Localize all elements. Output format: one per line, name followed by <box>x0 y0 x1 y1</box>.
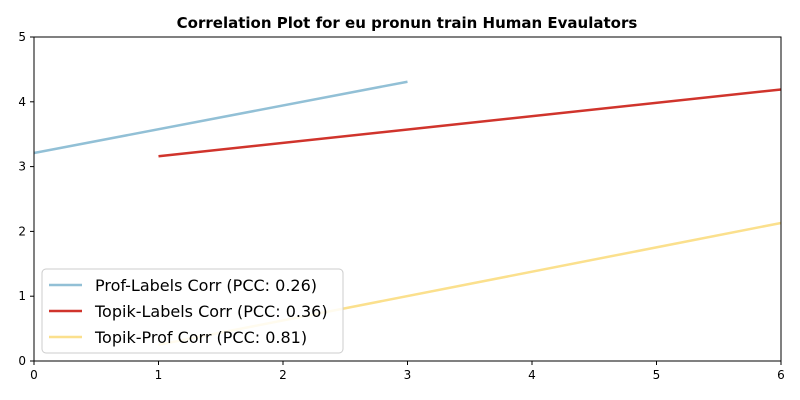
y-axis: 0 1 2 3 4 5 <box>18 30 34 368</box>
x-tick-label: 5 <box>653 368 661 382</box>
legend: Prof-Labels Corr (PCC: 0.26) Topik-Labels… <box>41 268 344 354</box>
x-tick-label: 2 <box>279 368 287 382</box>
x-tick-label: 4 <box>528 368 536 382</box>
y-tick-label: 3 <box>18 160 26 174</box>
x-tick-label: 3 <box>404 368 412 382</box>
y-tick-label: 5 <box>18 30 26 44</box>
y-tick-label: 4 <box>18 95 26 109</box>
legend-label: Prof-Labels Corr (PCC: 0.26) <box>95 276 317 295</box>
x-tick-label: 6 <box>777 368 785 382</box>
chart-title: Correlation Plot for eu pronun train Hum… <box>177 14 638 32</box>
y-tick-label: 1 <box>18 289 26 303</box>
x-tick-label: 0 <box>30 368 38 382</box>
y-tick-label: 2 <box>18 224 26 238</box>
legend-label: Topik-Prof Corr (PCC: 0.81) <box>94 328 307 347</box>
series-line-2 <box>158 88 782 158</box>
series-line-1 <box>33 80 408 155</box>
y-tick-label: 0 <box>18 354 26 368</box>
legend-box <box>41 268 344 354</box>
x-axis: 0 1 2 3 4 5 6 <box>30 361 785 382</box>
x-tick-label: 1 <box>155 368 163 382</box>
legend-label: Topik-Labels Corr (PCC: 0.36) <box>94 302 328 321</box>
